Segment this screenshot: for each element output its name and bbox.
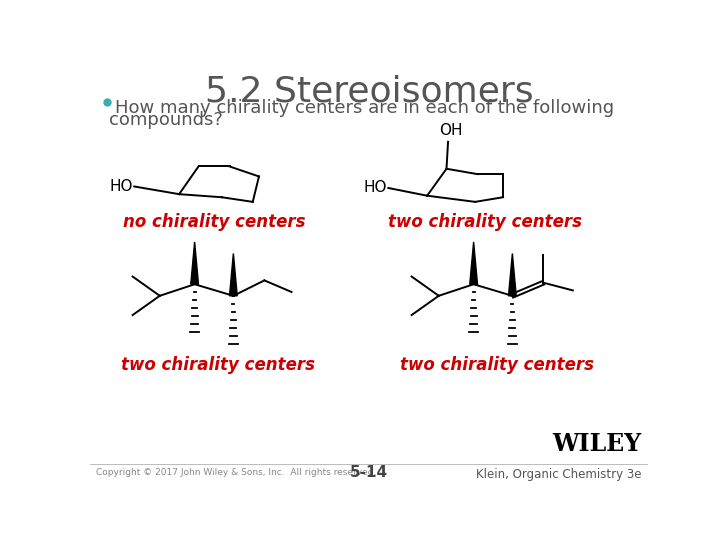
- Text: two chirality centers: two chirality centers: [121, 356, 315, 374]
- Text: Copyright © 2017 John Wiley & Sons, Inc.  All rights reserved.: Copyright © 2017 John Wiley & Sons, Inc.…: [96, 468, 377, 477]
- Polygon shape: [230, 253, 238, 296]
- Text: HO: HO: [109, 179, 132, 194]
- Text: two chirality centers: two chirality centers: [388, 213, 582, 231]
- Text: compounds?: compounds?: [109, 111, 222, 129]
- Text: HO: HO: [364, 180, 387, 195]
- Text: WILEY: WILEY: [553, 432, 642, 456]
- Polygon shape: [191, 242, 199, 284]
- Text: Klein, Organic Chemistry 3e: Klein, Organic Chemistry 3e: [477, 468, 642, 481]
- Polygon shape: [508, 253, 516, 296]
- Text: two chirality centers: two chirality centers: [400, 356, 594, 374]
- Text: How many chirality centers are in each of the following: How many chirality centers are in each o…: [114, 99, 614, 117]
- Text: 5-14: 5-14: [350, 464, 388, 480]
- Text: 5.2 Stereoisomers: 5.2 Stereoisomers: [204, 74, 534, 108]
- Text: OH: OH: [438, 123, 462, 138]
- Polygon shape: [469, 242, 477, 284]
- Text: no chirality centers: no chirality centers: [122, 213, 305, 231]
